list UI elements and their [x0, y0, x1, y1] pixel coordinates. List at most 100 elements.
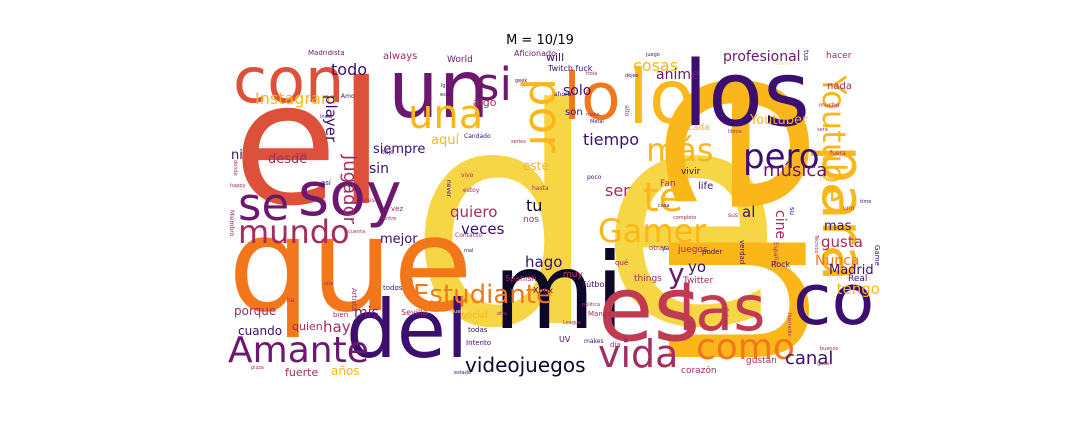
word-mundo: mundo — [238, 213, 350, 251]
word-mejor: mejor — [380, 232, 418, 247]
word-muy: muy — [563, 270, 583, 280]
word-cine: cine — [772, 210, 788, 240]
word-cosas: cosas — [633, 56, 679, 75]
word-mucho: mucho — [819, 102, 840, 109]
word-una: una — [408, 92, 484, 138]
word-youtube: Youtube — [815, 75, 853, 203]
word-profesional: profesional — [723, 50, 801, 65]
word-ya: ya — [662, 245, 670, 252]
word-todo: todo — [331, 60, 368, 79]
word-mis: mis — [354, 305, 379, 321]
word-fuera: fuera — [830, 150, 846, 157]
word-anos: años — [331, 364, 360, 378]
word-veces: veces — [461, 220, 505, 238]
word-las: las — [678, 272, 766, 345]
word-gusta: gusta — [821, 233, 863, 251]
word-one: one — [324, 281, 334, 287]
word-vivo: vivo — [461, 172, 474, 179]
word-geek: geek — [515, 78, 528, 84]
word-uno: uno — [843, 205, 855, 212]
word-amo: Amo — [341, 93, 355, 100]
word-te: te — [643, 175, 684, 221]
word-hago: hago — [525, 253, 563, 271]
word-social: Social — [461, 311, 488, 321]
word-con: con — [233, 50, 345, 117]
word-nos: nos — [523, 215, 539, 225]
word-gustan: gustan — [746, 356, 777, 366]
word-ni: ni — [231, 148, 243, 163]
word-manga: Manga — [588, 310, 612, 318]
word-madrid: Madrid — [829, 263, 874, 278]
word-pero: pero — [743, 137, 820, 177]
word-este: este — [523, 159, 549, 173]
word-juegos: juegos — [678, 245, 708, 255]
word-verdad: verdad — [738, 240, 746, 265]
word-ahora: ahora — [554, 91, 572, 98]
word-co: co — [793, 259, 875, 341]
word-instagram: Instagram — [255, 89, 337, 108]
word-pizza: pizza — [251, 365, 264, 371]
word-vivir: vivir — [681, 167, 701, 177]
word-de: de — [408, 50, 783, 378]
word-youtuber: Youtuber — [750, 113, 808, 128]
word-como: como — [696, 327, 795, 368]
word-will: will — [546, 51, 565, 64]
word-libros: libros — [728, 129, 742, 135]
word-siempre: siempre — [373, 142, 426, 157]
word-bien: bien — [333, 311, 349, 319]
word-desde: desde — [268, 152, 308, 167]
word-tecnico: Técnico — [813, 235, 819, 254]
word-dia: día — [610, 341, 621, 349]
word-amor: amor — [819, 176, 835, 183]
word-futbol: Fútbol — [582, 280, 607, 289]
word-fan: Fan — [660, 179, 676, 189]
word-metal: Metal — [590, 119, 604, 125]
word-time: time — [860, 199, 872, 205]
word-makes: makes — [584, 338, 604, 345]
word-algo: algo — [473, 96, 497, 109]
word-anime: anime — [656, 67, 700, 83]
word-lo: lo — [563, 60, 621, 135]
word-completo: completo — [673, 215, 697, 221]
word-poco: poco — [587, 174, 602, 181]
word-sus: sus — [728, 212, 739, 219]
word-hola: Hola — [586, 71, 598, 77]
word-donde: donde — [232, 160, 238, 176]
word-casa: casa — [658, 203, 670, 209]
word-nunca: Nunca — [815, 253, 860, 269]
word-poder: poder — [702, 248, 723, 256]
word-tengo: tengo — [836, 280, 880, 298]
word-series: series — [511, 139, 526, 145]
word-world: World — [447, 55, 473, 65]
word-sin: sin — [369, 161, 390, 177]
word-madridista: Madridista — [308, 50, 345, 57]
word-videojuegos: videojuegos — [465, 353, 586, 377]
word-mas: más — [646, 131, 714, 169]
word-hasta: hasta — [532, 185, 549, 192]
word-game: Game — [873, 245, 880, 266]
word-corazon: corazón — [681, 366, 717, 376]
word-ha: ha — [287, 297, 295, 304]
word-always: always — [383, 51, 418, 62]
word-happy: happy — [230, 183, 246, 189]
word-todas: todas — [468, 326, 488, 334]
word-estado: estado — [454, 370, 471, 376]
word-y: y — [668, 257, 685, 290]
word-cuenta: cuenta — [348, 229, 366, 235]
word-jugador: Jugador — [339, 155, 360, 225]
word-solo: solo — [563, 83, 592, 99]
word-yo: yo — [688, 258, 707, 276]
word-hacer: hacer — [826, 51, 852, 61]
word-make: make — [586, 112, 600, 118]
word-estudiante: Estudiante — [413, 280, 552, 310]
word-alto: alto — [623, 105, 630, 117]
word-contacto: Contacto — [455, 232, 483, 239]
word-otras: otras — [649, 244, 667, 252]
word-bajo: bajo — [381, 149, 394, 156]
word-el: el — [233, 50, 385, 244]
word-quiero: quiero — [450, 203, 498, 221]
word-es: es — [598, 257, 701, 362]
word-life: life — [698, 181, 714, 192]
word-things: things — [634, 274, 662, 284]
word-dejes: dejes — [625, 73, 639, 79]
